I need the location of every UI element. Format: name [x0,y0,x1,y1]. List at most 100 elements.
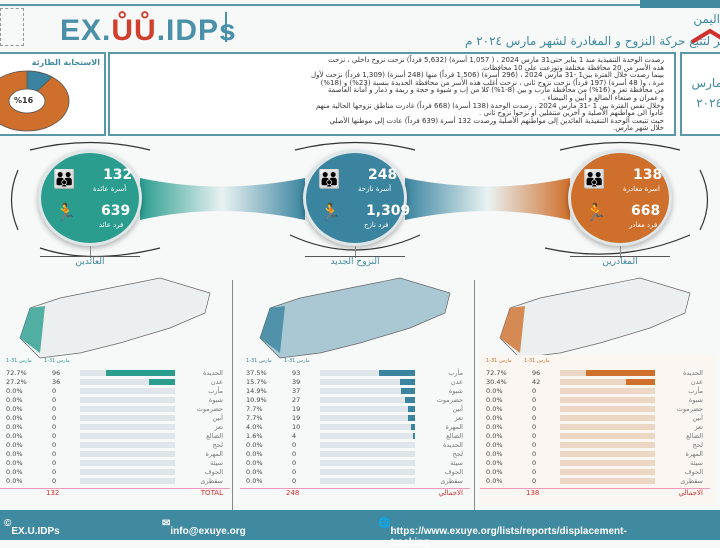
row-governorate: الحديدة [202,369,223,377]
row-percent: 0.0% [486,459,503,467]
table-row: 72.7% 96 الحديدة [0,369,235,377]
row-count: 42 [532,378,541,386]
top-border [0,4,720,6]
row-bar [80,379,175,385]
row-bar [80,370,175,376]
row-count: 0 [52,396,57,404]
map-new_idps [259,277,451,359]
row-count: 0 [292,459,297,467]
row-percent: 0.0% [486,441,503,449]
table-row: 0.0% 0 الضالع [480,432,715,440]
table-row: 0.0% 0 تعز [480,423,715,431]
row-governorate: شبوة [208,396,223,404]
row-bar [560,442,655,448]
table-row: 0.0% 0 مأرب [480,387,715,395]
row-bar [320,424,415,430]
row-percent: 0.0% [6,441,23,449]
row-count: 0 [532,387,537,395]
response-percent: %16 [14,96,34,105]
row-governorate: الضالع [206,432,223,440]
row-bar [80,415,175,421]
row-count: 0 [532,414,537,422]
row-percent: 0.0% [6,450,23,458]
row-bar [80,442,175,448]
row-percent: 0.0% [246,468,263,476]
row-bar [80,478,175,484]
row-governorate: عدن [690,378,703,386]
family-icon: 👪 [53,169,76,190]
row-bar [320,397,415,403]
stat-circle-returnees: 👪 132 أسرة عائدة 🏃 639 فرد عائد [38,150,142,246]
table-row: 0.0% 0 المهرة [480,450,715,458]
row-bar [560,451,655,457]
table-row: 7.7% 19 تعز [240,414,475,422]
row-bar [320,442,415,448]
col-header-percent: مارس 31-1 [246,358,272,364]
table-row: 0.0% 0 سقطرى [0,477,235,485]
table-row: 14.9% 37 شبوة [240,387,475,395]
row-bar [560,415,655,421]
stat-circle-new_idps: 👪 248 أسرة نازحة 🏃 1,309 فرد نازح [303,150,411,246]
table-row: 0.0% 0 حضرموت [0,405,235,413]
row-percent: 0.0% [486,468,503,476]
row-governorate: تعز [214,423,223,431]
row-percent: 7.7% [246,405,263,413]
row-count: 0 [52,468,57,476]
row-count: 96 [52,369,61,377]
row-percent: 4.0% [246,423,263,431]
individuals-count: 1,309 [366,203,411,219]
footer-url[interactable]: 🌐 https://www.exuye.org/lists/reports/di… [378,518,627,548]
row-governorate: الحديدة [442,441,463,449]
families-count: 132 [103,167,133,183]
row-bar-fill [379,370,415,376]
row-governorate: عدن [450,378,463,386]
row-governorate: أبين [452,405,463,413]
table-row: 0.0% 0 تعز [0,423,235,431]
row-count: 0 [532,441,537,449]
family-icon: 👪 [583,169,606,190]
row-governorate: الجوف [204,468,223,476]
row-percent: 0.0% [486,405,503,413]
table-row: 7.7% 19 أبين [240,405,475,413]
logo: EX.ŮŮ.IDPs [60,14,237,47]
row-count: 37 [292,387,301,395]
row-percent: 0.0% [6,423,23,431]
row-governorate: سيئة [690,459,703,467]
table-new_idps: مارس 31-1 مارس 31-1 37.5% 93 مأرب 15.7% 39 عدن 1… [240,355,475,505]
date-panel: مارس ٢٠٢٤ [680,52,720,136]
row-bar [560,469,655,475]
row-count: 0 [532,459,537,467]
row-governorate: مأرب [208,387,223,395]
row-count: 0 [532,423,537,431]
column-divider [474,280,475,510]
summary-line: رصدت الوحدة التنفيذية منذ 1 يناير حتى31 … [328,56,664,64]
date-year: ٢٠٢٤ [696,96,720,110]
row-governorate: سيئة [450,459,463,467]
row-count: 0 [52,459,57,467]
summary-line: هذه الأسر من 20 محافظة مختلفة وتوزعت على… [480,63,664,72]
row-bar [80,469,175,475]
footer-email[interactable]: ✉ info@exuye.org [162,518,246,537]
summary-line: وخلال نفس الفترة بين 1 -31 مارس 2024 ، ر… [315,101,664,110]
row-governorate: الضالع [686,432,703,440]
row-bar [320,379,415,385]
table-row: 1.6% 4 الضالع [240,432,475,440]
date-month: مارس [691,76,720,90]
row-governorate: تعز [454,414,463,422]
row-percent: 0.0% [486,432,503,440]
row-governorate: المهرة [685,450,703,458]
table-row: 0.0% 0 سقطرى [480,477,715,485]
table-row: 0.0% 0 شبوة [480,396,715,404]
row-percent: 0.0% [6,405,23,413]
table-total: 248 [286,489,300,497]
row-bar [560,388,655,394]
table-departures: مارس 31-1 مارس 31-1 72.7% 96 الحديدة 30.4% 42 ع… [480,355,715,505]
row-bar [80,424,175,430]
row-percent: 0.0% [486,387,503,395]
row-governorate: سقطرى [680,477,703,485]
connector-stem [355,246,356,258]
row-percent: 0.0% [246,441,263,449]
row-percent: 0.0% [486,414,503,422]
row-count: 0 [532,450,537,458]
summary-line: بينما رصدت خلال الفترة بين1 -31 مارس 202… [311,71,664,80]
